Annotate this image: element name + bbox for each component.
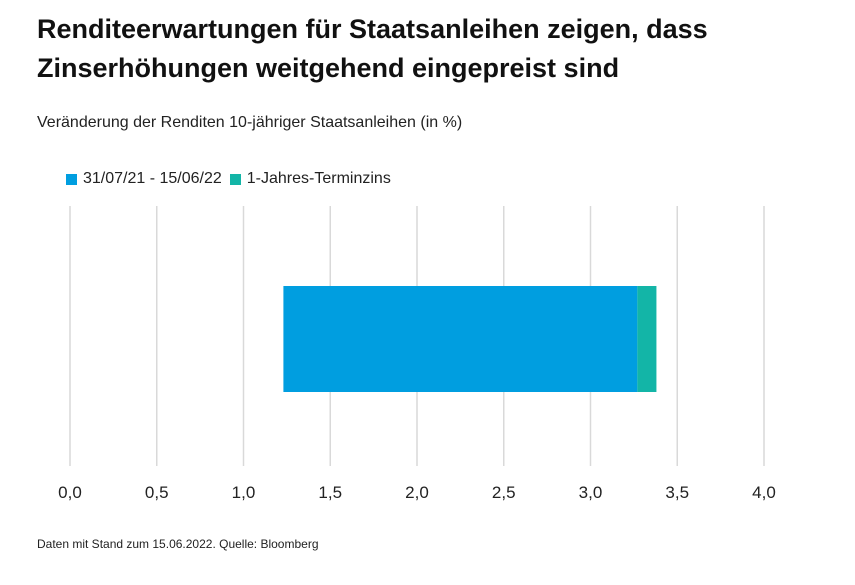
x-tick-label: 0,5 [145, 483, 169, 502]
x-tick-label: 1,0 [232, 483, 256, 502]
chart-title: Renditeerwartungen für Staatsanleihen ze… [37, 14, 708, 83]
x-tick-label: 2,0 [405, 483, 429, 502]
legend-swatch-series2 [229, 173, 241, 185]
legend-label-series2: 1-Jahres-Terminzins [246, 170, 391, 187]
legend: 31/07/21 - 15/06/22 1-Jahres-Terminzins [66, 170, 399, 188]
x-tick-label: 0,0 [58, 483, 82, 502]
x-tick-label: 2,5 [492, 483, 516, 502]
x-tick-label: 4,0 [752, 483, 776, 502]
x-tick-label: 3,0 [579, 483, 603, 502]
chart-subtitle: Veränderung der Renditen 10-jähriger Sta… [37, 114, 463, 131]
bar-segment-1 [283, 286, 638, 392]
source-note: Daten mit Stand zum 15.06.2022. Quelle: … [37, 537, 319, 551]
bar-segment-2 [637, 286, 657, 392]
legend-item-series2: 1-Jahres-Terminzins [229, 170, 391, 188]
x-tick-label: 3,5 [665, 483, 689, 502]
x-axis-ticks: 0,0 0,5 1,0 1,5 2,0 2,5 3,0 3,5 4,0 [58, 483, 776, 502]
legend-swatch-series1 [66, 173, 77, 185]
legend-item-series1: 31/07/21 - 15/06/22 [66, 170, 222, 188]
legend-label-series1: 31/07/21 - 15/06/22 [83, 170, 222, 187]
bars [283, 286, 657, 392]
x-tick-label: 1,5 [318, 483, 342, 502]
